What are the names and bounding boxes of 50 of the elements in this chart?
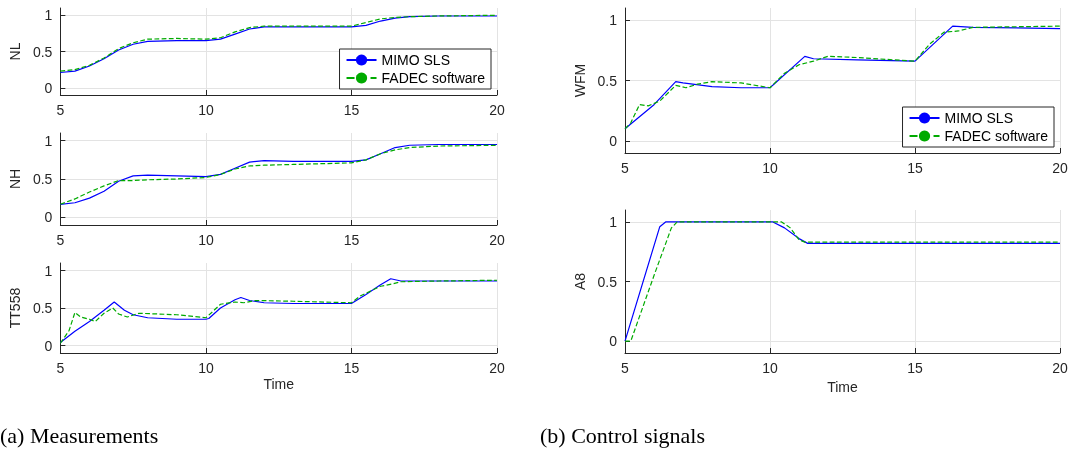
x-tick-label: 15 — [343, 360, 360, 376]
y-axis-title: NH — [7, 168, 23, 190]
y-tick-label: 1 — [44, 7, 53, 24]
y-axis-title: TT558 — [7, 287, 23, 329]
x-tick-label: 15 — [907, 360, 923, 376]
text: (b) Control signals — [540, 422, 705, 448]
y-tick-label: 0.5 — [32, 171, 53, 187]
y-tick-label: 0.5 — [597, 273, 618, 290]
x-tick-label: 20 — [489, 102, 505, 118]
x-tick-label: 15 — [343, 102, 360, 118]
y-tick-label: 1 — [609, 213, 618, 230]
y-tick-label: 0 — [609, 132, 618, 149]
x-tick-label: 20 — [1052, 160, 1068, 176]
y-tick-label: 0.5 — [32, 300, 53, 316]
text: (a) Measurements — [0, 422, 159, 448]
x-tick-label: 10 — [198, 102, 214, 118]
x-tick-label: 10 — [762, 160, 778, 176]
y-axis-title: WFM — [571, 63, 588, 98]
line-series — [624, 221, 1061, 342]
x-axis-title: Time — [827, 378, 859, 395]
y-tick-label: 1 — [44, 132, 53, 149]
y-axis-title: A8 — [571, 272, 588, 291]
y-tick-label: 1 — [609, 12, 618, 29]
x-tick-label: 20 — [1052, 360, 1068, 376]
y-tick-label: 0.5 — [32, 43, 53, 60]
x-tick-label: 5 — [621, 360, 630, 376]
x-tick-label: 5 — [56, 102, 65, 118]
x-tick-label: 15 — [907, 160, 923, 176]
y-tick-label: 0 — [609, 333, 618, 350]
x-tick-label: 20 — [489, 360, 505, 376]
x-tick-label: 5 — [56, 360, 65, 376]
y-tick-label: 0 — [44, 79, 53, 96]
x-tick-label: 10 — [762, 360, 778, 376]
x-tick-label: 5 — [621, 160, 630, 176]
y-tick-label: 0 — [44, 209, 53, 226]
y-tick-label: 1 — [44, 262, 53, 279]
legend-label: MIMO SLS — [381, 52, 450, 68]
x-tick-label: 15 — [343, 232, 360, 248]
y-tick-label: 0 — [44, 337, 53, 354]
x-tick-label: 5 — [56, 232, 65, 248]
y-tick-label: 0.5 — [597, 72, 618, 89]
legend-label: MIMO SLS — [944, 110, 1013, 126]
legend-label: FADEC software — [381, 70, 486, 86]
x-axis-title: Time — [263, 376, 295, 392]
x-tick-label: 10 — [198, 232, 214, 248]
y-axis-title: NL — [7, 42, 23, 61]
legend-label: FADEC software — [944, 128, 1049, 144]
line-series — [624, 25, 1061, 130]
x-tick-label: 20 — [489, 232, 505, 248]
x-tick-label: 10 — [198, 360, 214, 376]
